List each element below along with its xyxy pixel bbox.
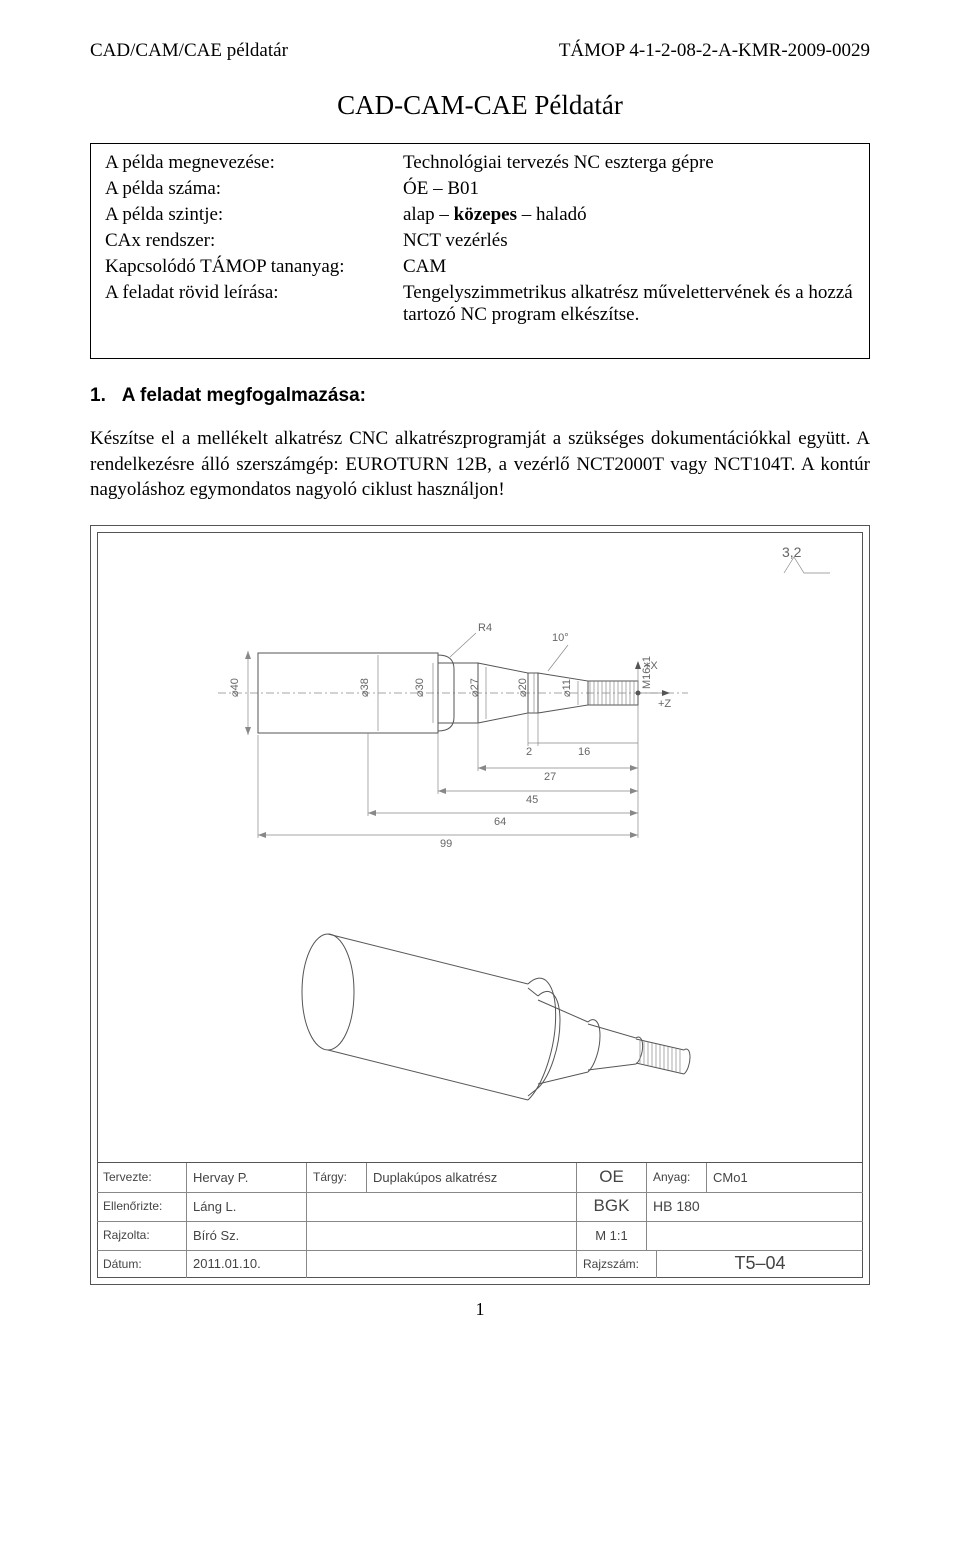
plus-z-label: +Z bbox=[658, 698, 671, 710]
tb-empty2 bbox=[307, 1221, 577, 1250]
dim-len2: 2 bbox=[526, 746, 532, 758]
tb-drawn-value: Bíró Sz. bbox=[187, 1221, 307, 1250]
meta-value: NCT vezérlés bbox=[399, 228, 859, 254]
dim-d27: ⌀27 bbox=[469, 678, 481, 697]
section-1-heading: 1. A feladat megfogalmazása: bbox=[90, 385, 870, 407]
dim-len27: 27 bbox=[544, 771, 556, 783]
header-left: CAD/CAM/CAE példatár bbox=[90, 40, 288, 62]
side-elevation-view: +X +Z ⌀40 ⌀38 bbox=[218, 573, 738, 853]
meta-value: ÓE – B01 bbox=[399, 176, 859, 202]
meta-row: A példa megnevezése: Technológiai tervez… bbox=[101, 150, 859, 176]
metadata-box: A példa megnevezése: Technológiai tervez… bbox=[90, 143, 870, 359]
tb-dwgno-label: Rajzszám: bbox=[577, 1250, 657, 1278]
drawing-views-area: +X +Z ⌀40 ⌀38 bbox=[98, 533, 862, 1162]
tb-designed-label: Tervezte: bbox=[97, 1163, 187, 1192]
length-dimensions: 2 16 27 45 64 bbox=[258, 705, 638, 850]
dim-len99: 99 bbox=[440, 838, 452, 850]
meta-value: Technológiai tervezés NC eszterga gépre bbox=[399, 150, 859, 176]
meta-row: A feladat rövid leírása: Tengelyszimmetr… bbox=[101, 280, 859, 328]
meta-label: A példa szintje: bbox=[101, 202, 399, 228]
page-number: 1 bbox=[90, 1299, 870, 1320]
tb-checked-value: Láng L. bbox=[187, 1192, 307, 1221]
meta-value: CAM bbox=[399, 254, 859, 280]
meta-value: Tengelyszimmetrikus alkatrész műveletter… bbox=[399, 280, 859, 328]
tb-empty bbox=[307, 1192, 577, 1221]
drawing-inner-frame: 3,2 bbox=[97, 532, 863, 1278]
drawing-frame: 3,2 bbox=[90, 525, 870, 1285]
tb-scale: M 1:1 bbox=[577, 1221, 647, 1250]
dim-d30: ⌀30 bbox=[414, 678, 426, 697]
diameter-dimensions: ⌀40 ⌀38 ⌀30 ⌀27 ⌀20 ⌀11 bbox=[229, 651, 578, 735]
dim-len64: 64 bbox=[494, 816, 506, 828]
meta-value: alap – közepes – haladó bbox=[399, 202, 859, 228]
isometric-view bbox=[238, 892, 738, 1152]
meta-label: A példa megnevezése: bbox=[101, 150, 399, 176]
tb-empty4 bbox=[307, 1250, 577, 1278]
document-title: CAD-CAM-CAE Példatár bbox=[90, 90, 870, 121]
tb-checked-label: Ellenőrizte: bbox=[97, 1192, 187, 1221]
dim-r4: R4 bbox=[478, 622, 492, 634]
iso-thread bbox=[636, 1039, 690, 1074]
running-header: CAD/CAM/CAE példatár TÁMOP 4-1-2-08-2-A-… bbox=[90, 40, 870, 62]
meta-label: A feladat rövid leírása: bbox=[101, 280, 399, 328]
top-callouts: R4 10° bbox=[450, 622, 569, 671]
tb-empty3 bbox=[647, 1221, 863, 1250]
dim-d40: ⌀40 bbox=[229, 678, 241, 697]
dim-d38: ⌀38 bbox=[359, 678, 371, 697]
header-right: TÁMOP 4-1-2-08-2-A-KMR-2009-0029 bbox=[559, 40, 870, 62]
tb-subject-label: Tárgy: bbox=[307, 1163, 367, 1192]
dim-d11: ⌀11 bbox=[561, 679, 573, 697]
meta-row: A példa száma: ÓE – B01 bbox=[101, 176, 859, 202]
tb-material-label: Anyag: bbox=[647, 1163, 707, 1192]
metadata-table: A példa megnevezése: Technológiai tervez… bbox=[101, 150, 859, 328]
section-number: 1. bbox=[90, 385, 106, 406]
section-title: A feladat megfogalmazása: bbox=[122, 385, 366, 406]
dim-len16: 16 bbox=[578, 746, 590, 758]
dim-angle10: 10° bbox=[552, 632, 569, 644]
meta-row: A példa szintje: alap – közepes – haladó bbox=[101, 202, 859, 228]
meta-label: A példa száma: bbox=[101, 176, 399, 202]
dim-d20: ⌀20 bbox=[517, 678, 529, 697]
meta-label: Kapcsolódó TÁMOP tananyag: bbox=[101, 254, 399, 280]
tb-hardness: HB 180 bbox=[647, 1192, 863, 1221]
dim-len45: 45 bbox=[526, 794, 538, 806]
dim-thread: M16x1 bbox=[641, 656, 653, 689]
section-1-text: Készítse el a mellékelt alkatrész CNC al… bbox=[90, 426, 870, 503]
tb-date-label: Dátum: bbox=[97, 1250, 187, 1278]
meta-row: Kapcsolódó TÁMOP tananyag: CAM bbox=[101, 254, 859, 280]
meta-label: CAx rendszer: bbox=[101, 228, 399, 254]
tb-org-bgk: BGK bbox=[577, 1192, 647, 1221]
meta-row: CAx rendszer: NCT vezérlés bbox=[101, 228, 859, 254]
tb-material-value: CMo1 bbox=[707, 1163, 863, 1192]
drawing-titleblock: Tervezte: Hervay P. Tárgy: Duplakúpos al… bbox=[97, 1162, 863, 1278]
tb-org-oe: OE bbox=[577, 1163, 647, 1192]
tb-subject-value: Duplakúpos alkatrész bbox=[367, 1163, 577, 1192]
tb-drawn-label: Rajzolta: bbox=[97, 1221, 187, 1250]
tb-designed-value: Hervay P. bbox=[187, 1163, 307, 1192]
tb-date-value: 2011.01.10. bbox=[187, 1250, 307, 1278]
tb-dwgno-value: T5–04 bbox=[657, 1250, 863, 1278]
